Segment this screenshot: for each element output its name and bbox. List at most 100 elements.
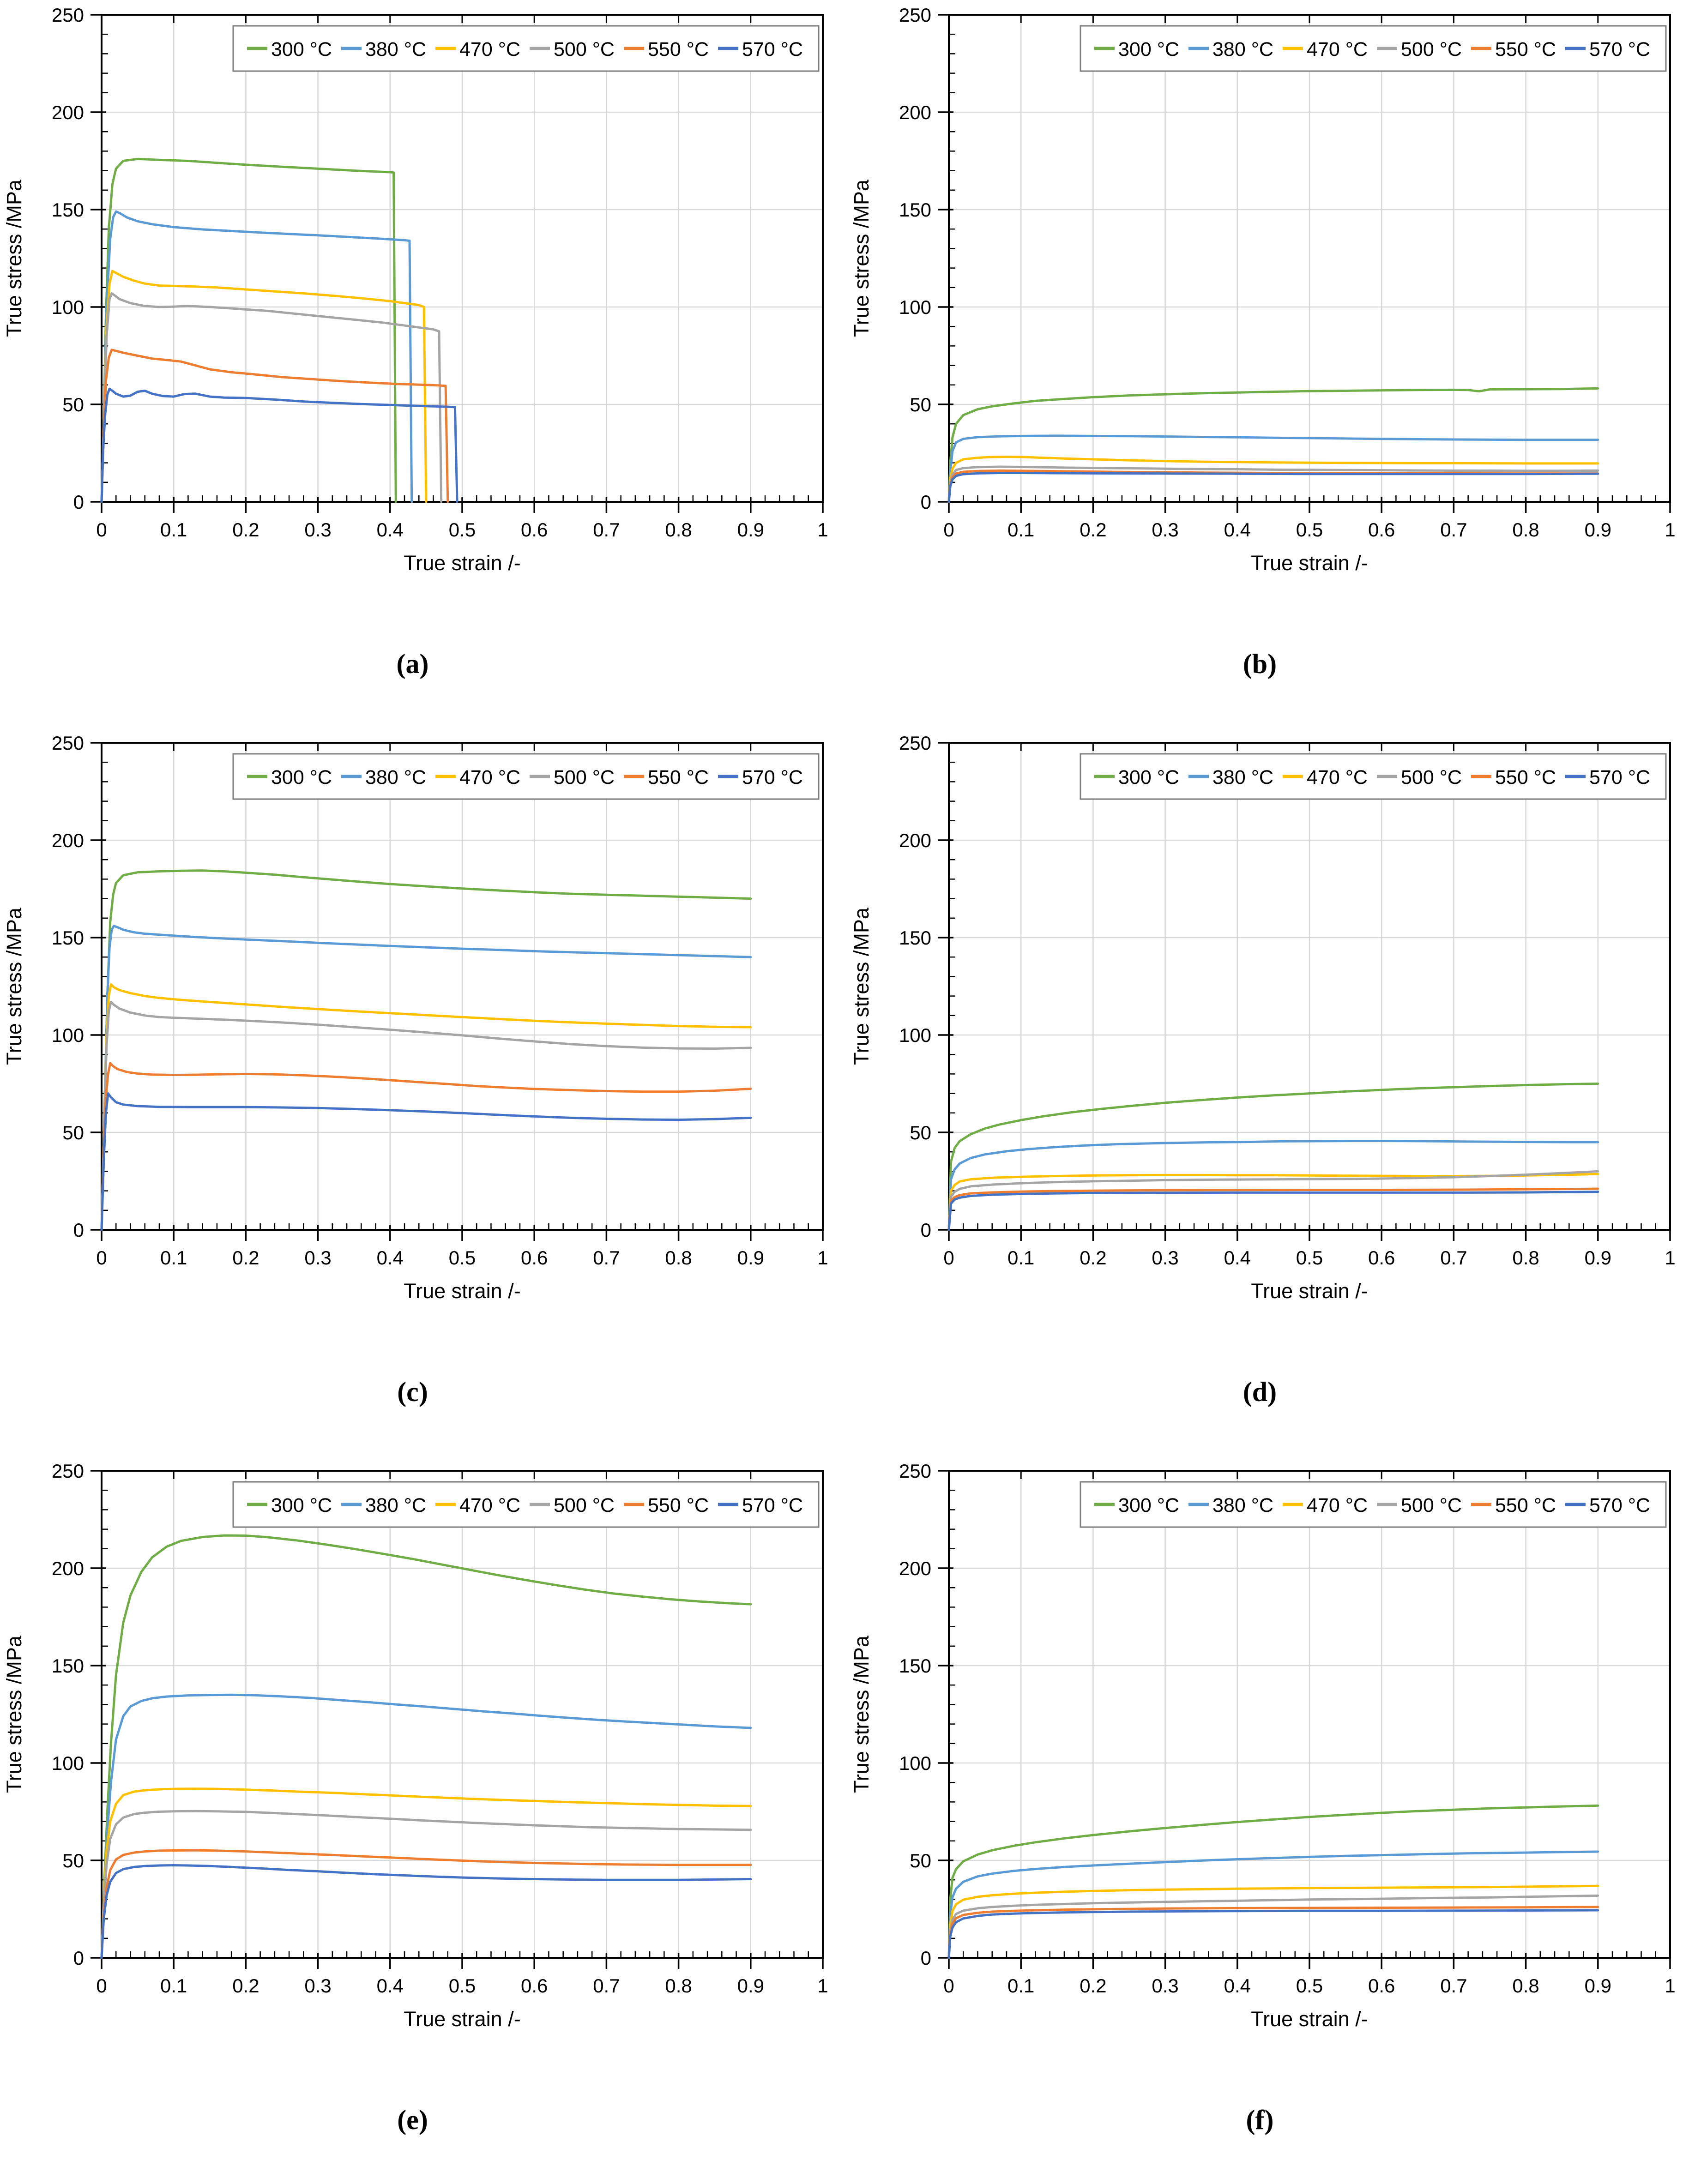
legend-box: 300 °C 380 °C 470 °C 500 °C 550 °C 570 °C [1080,25,1667,72]
x-tick-label: 0.9 [737,1975,764,1997]
x-tick-label: 0.5 [449,519,476,541]
tick-labels: 0 0.1 0.2 0.3 0.4 0.5 0.6 0.7 0.8 0.9 1 0 50 100 150 20… [899,1460,1676,1997]
legend-label: 380 °C [365,766,426,788]
legend-item-300C: 300 °C [247,766,332,788]
legend-item-470C: 470 °C [1283,38,1368,60]
gridlines [949,743,1670,1230]
x-tick-label: 0.2 [232,1247,259,1269]
legend-item-470C: 470 °C [1283,766,1368,788]
panel-caption-label: (f) [1246,2105,1274,2135]
chart-b: 0 0.1 0.2 0.3 0.4 0.5 0.6 0.7 0.8 0.9 1 0 50 100 150 20… [850,4,1676,575]
legend-item-470C: 470 °C [1283,1494,1368,1516]
y-tick-label: 250 [52,1460,84,1482]
series-line-300C [100,157,397,503]
x-tick-label: 0.9 [737,1247,764,1269]
x-tick-label: 0.2 [1080,1975,1106,1997]
x-tick-label: 0.6 [521,1975,548,1997]
series-line-300C [100,1534,752,1959]
x-tick-label: 0.2 [232,1975,259,1997]
minor-ticks [949,1489,1657,1958]
y-tick-label: 100 [52,1024,84,1046]
series-line-500C [100,292,443,503]
legend-item-300C: 300 °C [1094,1494,1179,1516]
y-tick-label: 200 [899,830,931,851]
series-line-550C [100,1849,752,1959]
series-line-500C [100,1810,752,1959]
legend-label: 300 °C [1118,1494,1179,1516]
y-tick-label: 50 [910,394,931,415]
legend-item-380C: 380 °C [341,1494,426,1516]
series-line-380C [947,1140,1599,1231]
legend-item-380C: 380 °C [1188,38,1273,60]
series-line-570C [947,1909,1599,1959]
legend-label: 550 °C [648,1494,709,1516]
legend-label: 470 °C [1307,38,1368,60]
x-tick-label: 0.4 [377,1247,404,1269]
legend-label: 380 °C [365,38,426,60]
x-tick-label: 1 [817,1975,828,1997]
y-tick-label: 150 [899,1655,931,1677]
plot-border [948,742,1671,1231]
series-curves [100,1534,752,1959]
series-line-300C [100,869,752,1231]
y-tick-label: 200 [899,102,931,123]
series-line-550C [947,1187,1599,1231]
x-tick-label: 0.6 [521,519,548,541]
x-tick-label: 0.3 [1152,519,1178,541]
legend-label: 500 °C [1401,1494,1462,1516]
caption-b: (b) [847,600,1695,728]
panel-caption-label: (c) [397,1377,428,1407]
x-tick-label: 0.6 [1368,519,1395,541]
caption-a: (a) [0,600,847,728]
legend-item-500C: 500 °C [1377,38,1462,60]
panel-caption-label: (e) [397,2105,428,2135]
plot-border [101,742,824,1231]
x-tick-label: 0.6 [521,1247,548,1269]
y-tick-label: 250 [52,4,84,26]
y-axis-title: True stress /MPa [2,907,26,1065]
y-tick-label: 100 [899,1024,931,1046]
x-tick-label: 0.7 [1440,519,1467,541]
x-tick-label: 0.2 [232,519,259,541]
y-tick-label: 100 [52,1752,84,1774]
chart-d: 0 0.1 0.2 0.3 0.4 0.5 0.6 0.7 0.8 0.9 1 0 50 100 150 20… [850,732,1676,1303]
x-tick-label: 0.1 [1007,1247,1034,1269]
legend-label: 300 °C [271,1494,332,1516]
legend-item-300C: 300 °C [1094,766,1179,788]
series-curves [947,387,1599,503]
x-axis-title: True strain /- [1251,1279,1368,1303]
gridlines [102,1471,823,1958]
x-tick-label: 0.4 [377,1975,404,1997]
series-curves [100,869,752,1231]
panel-e: 0 0.1 0.2 0.3 0.4 0.5 0.6 0.7 0.8 0.9 1 0 50 100 150 20… [0,1456,847,2184]
series-line-300C [947,387,1599,503]
y-axis-title: True stress /MPa [850,907,873,1065]
legend-label: 550 °C [1495,766,1556,788]
gridlines [102,743,823,1230]
x-tick-label: 1 [1665,519,1675,541]
x-tick-label: 0.9 [737,519,764,541]
series-line-380C [947,1850,1599,1959]
x-tick-label: 0.5 [1296,1975,1323,1997]
x-tick-label: 0.5 [449,1975,476,1997]
x-tick-label: 0.8 [1512,1247,1539,1269]
x-tick-label: 1 [1665,1975,1675,1997]
x-tick-label: 0.4 [377,519,404,541]
y-tick-label: 250 [899,1460,931,1482]
y-tick-label: 0 [921,491,931,513]
legend-label: 500 °C [554,38,615,60]
x-tick-label: 0.9 [1585,519,1611,541]
legend-label: 380 °C [1212,1494,1273,1516]
series-line-500C [100,1000,752,1231]
x-tick-label: 0 [96,1247,107,1269]
legend-label: 550 °C [1495,1494,1556,1516]
x-tick-label: 0.3 [304,1975,331,1997]
y-tick-label: 50 [910,1850,931,1871]
series-line-300C [947,1083,1599,1231]
x-tick-label: 0.6 [1368,1975,1395,1997]
series-line-550C [100,349,449,503]
y-tick-label: 250 [899,4,931,26]
series-line-380C [100,210,413,503]
legend-label: 300 °C [271,38,332,60]
legend-label: 470 °C [459,38,520,60]
